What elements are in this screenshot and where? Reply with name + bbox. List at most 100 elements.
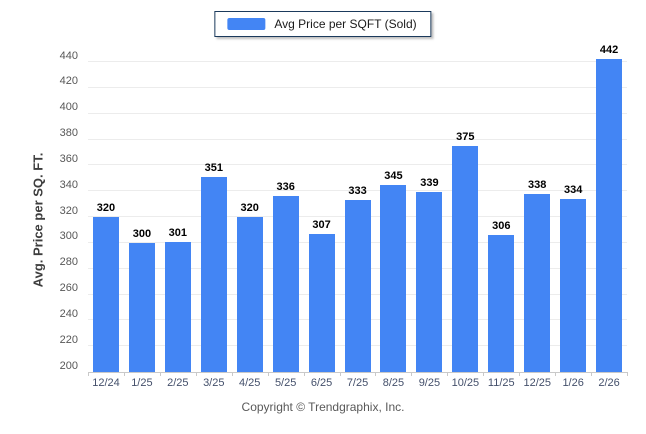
x-tick-label: 11/25 bbox=[487, 377, 515, 389]
x-axis-tick bbox=[375, 372, 377, 376]
x-tick-label: 8/25 bbox=[382, 377, 405, 389]
bar-slot: 320 bbox=[232, 62, 268, 372]
bar-slot: 339 bbox=[411, 62, 447, 372]
y-tick-label: 440 bbox=[59, 49, 78, 62]
x-tick-label: 10/25 bbox=[451, 377, 480, 389]
x-tick-label: 2/26 bbox=[598, 377, 620, 389]
bar bbox=[92, 217, 119, 372]
bar-slot: 338 bbox=[519, 62, 555, 372]
gridline bbox=[88, 164, 627, 166]
bar-value-label: 320 bbox=[240, 202, 259, 214]
bar bbox=[308, 233, 335, 372]
y-tick-label: 220 bbox=[59, 333, 78, 346]
y-tick-label: 300 bbox=[59, 230, 78, 243]
bar bbox=[344, 200, 371, 372]
bars-row: 320 300 301 351 320 336 307 333 345 339 375 306 338 3… bbox=[88, 45, 627, 372]
x-axis-tick-labels: 12/24 1/25 2/25 3/25 4/25 5/25 6/25 7/25 8/25 9/2… bbox=[88, 377, 627, 389]
x-tick-label: 12/24 bbox=[92, 377, 120, 389]
bar-slot: 442 bbox=[591, 45, 627, 372]
bar bbox=[416, 192, 443, 372]
y-axis-tick-labels: 200 220 240 260 280 300 320 340 360 380 400 420 440 bbox=[0, 50, 78, 372]
x-axis-tick bbox=[339, 372, 341, 376]
bar bbox=[488, 235, 515, 372]
bar-value-label: 301 bbox=[168, 226, 188, 239]
x-axis-tick bbox=[519, 372, 521, 376]
bar-value-label: 375 bbox=[456, 130, 475, 143]
x-axis-tick bbox=[303, 372, 305, 376]
bar-slot: 306 bbox=[483, 62, 519, 372]
x-axis-tick bbox=[483, 372, 485, 376]
plot-area: 320 300 301 351 320 336 307 333 345 339 375 306 338 3… bbox=[88, 45, 628, 376]
y-tick-label: 320 bbox=[59, 204, 78, 217]
gridline bbox=[88, 138, 627, 140]
gridline bbox=[88, 112, 627, 114]
x-axis-tick bbox=[627, 372, 628, 376]
bar bbox=[452, 145, 479, 372]
bar-value-label: 345 bbox=[384, 169, 403, 182]
legend-swatch bbox=[227, 18, 266, 30]
y-tick-label: 380 bbox=[59, 127, 78, 139]
x-axis-tick bbox=[88, 372, 89, 376]
copyright-text: Copyright © Trendgraphix, Inc. bbox=[241, 400, 405, 414]
bar-value-label: 333 bbox=[348, 185, 367, 198]
gridline bbox=[88, 61, 627, 62]
bar-slot: 333 bbox=[340, 62, 376, 372]
bar-value-label: 442 bbox=[599, 44, 619, 57]
x-axis-tick bbox=[411, 372, 413, 376]
bar-value-label: 339 bbox=[420, 177, 439, 190]
x-tick-label: 2/25 bbox=[167, 377, 189, 389]
bar bbox=[596, 59, 623, 372]
bar-value-label: 307 bbox=[312, 218, 331, 231]
bar-slot: 300 bbox=[124, 62, 160, 372]
y-tick-label: 260 bbox=[59, 282, 78, 294]
gridline bbox=[88, 86, 627, 88]
bar-slot: 375 bbox=[447, 62, 483, 372]
bar bbox=[236, 217, 263, 372]
bar-value-label: 336 bbox=[276, 181, 295, 194]
x-tick-label: 3/25 bbox=[203, 377, 225, 389]
bar-value-label: 320 bbox=[96, 202, 116, 214]
x-axis-tick bbox=[555, 372, 557, 376]
legend-label: Avg Price per SQFT (Sold) bbox=[274, 17, 417, 31]
x-axis-tick bbox=[267, 372, 269, 376]
y-tick-label: 240 bbox=[59, 307, 78, 320]
y-tick-label: 280 bbox=[59, 256, 78, 269]
x-tick-label: 6/25 bbox=[310, 377, 333, 389]
x-axis-tick bbox=[591, 372, 593, 376]
bar-value-label: 351 bbox=[204, 161, 223, 174]
x-axis-tick bbox=[123, 372, 125, 376]
y-tick-label: 200 bbox=[59, 359, 78, 372]
x-tick-label: 9/25 bbox=[418, 377, 441, 389]
bar-slot: 301 bbox=[160, 62, 196, 372]
bar-slot: 351 bbox=[196, 62, 232, 372]
y-tick-label: 400 bbox=[59, 101, 78, 114]
gridline bbox=[88, 190, 627, 192]
x-axis-tick bbox=[447, 372, 449, 376]
x-tick-label: 4/25 bbox=[239, 377, 261, 389]
bar bbox=[524, 193, 551, 372]
bar-value-label: 300 bbox=[132, 227, 152, 240]
legend: Avg Price per SQFT (Sold) bbox=[214, 11, 432, 37]
bar bbox=[272, 196, 299, 372]
bar-value-label: 338 bbox=[528, 178, 547, 191]
x-tick-label: 7/25 bbox=[346, 377, 369, 389]
x-axis-tick bbox=[195, 372, 197, 376]
x-tick-label: 12/25 bbox=[523, 377, 551, 389]
bar-slot: 307 bbox=[304, 62, 340, 372]
x-tick-label: 1/26 bbox=[562, 377, 584, 389]
x-tick-label: 5/25 bbox=[274, 377, 297, 389]
bar-value-label: 306 bbox=[492, 220, 511, 233]
bar-value-label: 334 bbox=[563, 183, 583, 196]
bar-slot: 336 bbox=[268, 62, 304, 372]
bar bbox=[560, 198, 587, 372]
y-tick-label: 420 bbox=[59, 75, 78, 88]
bar bbox=[200, 176, 227, 372]
bar bbox=[164, 241, 191, 372]
bar bbox=[380, 184, 407, 372]
bar-slot: 345 bbox=[376, 62, 412, 372]
x-tick-label: 1/25 bbox=[131, 377, 153, 389]
bar-slot: 320 bbox=[88, 62, 124, 372]
y-tick-label: 360 bbox=[59, 152, 78, 165]
bar-slot: 334 bbox=[555, 62, 591, 372]
x-axis-tick bbox=[159, 372, 161, 376]
